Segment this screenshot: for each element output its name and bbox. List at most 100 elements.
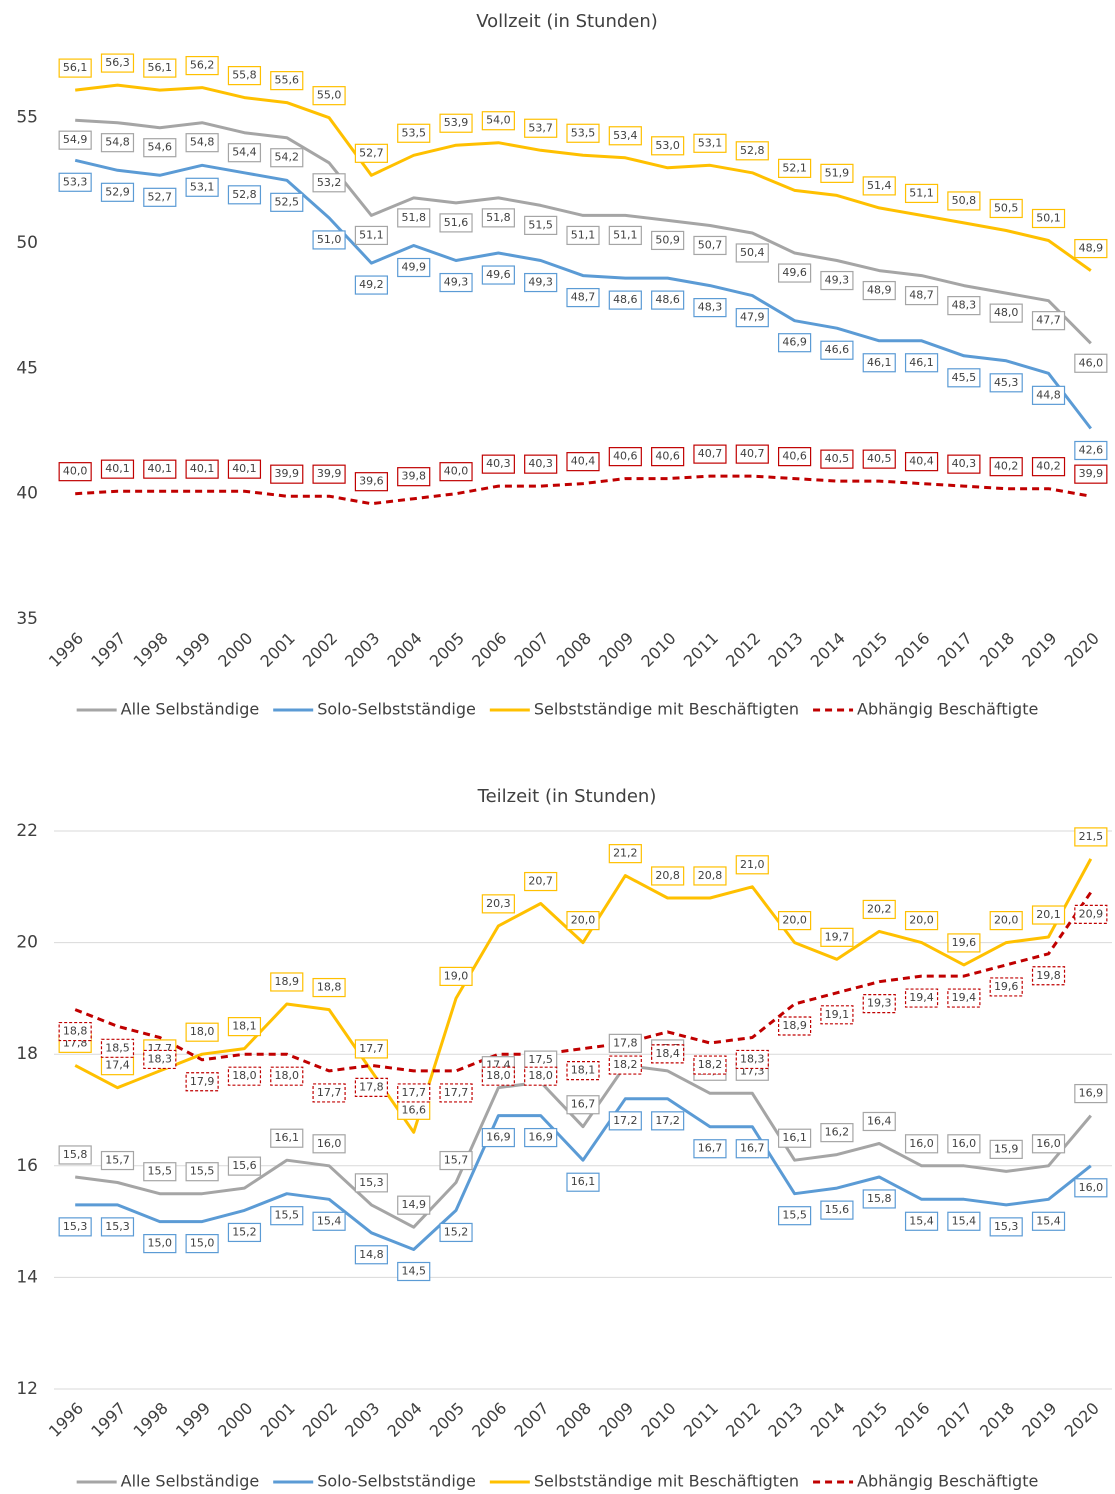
x-tick-label: 1999 <box>172 1399 214 1441</box>
x-tick-label: 2004 <box>384 1399 426 1441</box>
data-label-box <box>143 459 177 479</box>
x-tick-label: 2015 <box>849 629 891 671</box>
data-label: 16,0 <box>952 1137 977 1150</box>
x-tick-label: 2007 <box>510 629 552 671</box>
data-label-box <box>312 1083 346 1103</box>
data-label: 46,1 <box>867 356 892 369</box>
data-label-box <box>100 459 135 479</box>
data-label-box <box>651 290 685 310</box>
data-label: 18,1 <box>571 1064 596 1077</box>
data-label: 51,8 <box>486 211 511 224</box>
data-label: 53,2 <box>317 176 342 189</box>
series-line <box>74 891 1093 1073</box>
x-tick-label: 2002 <box>299 1399 341 1441</box>
data-label-box <box>100 1217 135 1237</box>
data-label: 18,5 <box>105 1041 130 1054</box>
data-label-box <box>481 454 515 474</box>
data-label-box <box>143 58 177 78</box>
data-label-box <box>1031 208 1066 229</box>
data-label: 15,9 <box>994 1142 1019 1155</box>
data-label: 56,3 <box>105 56 130 69</box>
legend-label: Selbstständige mit Beschäftigten <box>534 700 799 719</box>
data-label-box <box>735 855 769 875</box>
data-label: 51,1 <box>359 228 384 241</box>
data-label-box <box>904 353 939 373</box>
data-label-box <box>862 994 896 1014</box>
data-label: 53,1 <box>698 136 723 149</box>
data-label-box <box>608 1111 642 1131</box>
legend-label: Alle Selbständige <box>121 1472 260 1491</box>
legend: Alle Selbständige Solo-Selbstständige Selb… <box>76 1472 1038 1491</box>
data-label-box <box>397 123 431 143</box>
data-label-box <box>947 454 981 474</box>
data-label: 21,0 <box>740 858 765 871</box>
data-label-box <box>58 462 92 482</box>
data-label: 16,9 <box>486 1131 511 1144</box>
data-label: 50,9 <box>655 233 680 246</box>
data-label: 48,6 <box>613 293 638 306</box>
x-tick-label: 2003 <box>341 1399 383 1441</box>
data-label: 20,0 <box>909 914 934 927</box>
data-label: 15,6 <box>825 1203 850 1216</box>
data-label-box <box>566 225 600 246</box>
data-label-box <box>185 1072 219 1092</box>
data-label: 48,3 <box>698 301 723 314</box>
data-label: 20,0 <box>571 914 596 927</box>
data-label: 50,4 <box>740 246 765 259</box>
data-label: 16,7 <box>571 1098 596 1111</box>
data-label: 46,6 <box>825 343 850 356</box>
x-tick-label: 1997 <box>87 1399 129 1441</box>
data-label-box <box>608 447 642 467</box>
data-label-box <box>524 454 558 474</box>
data-label: 55,6 <box>275 74 300 87</box>
data-label: 18,0 <box>528 1069 553 1082</box>
data-label-box <box>651 136 685 156</box>
data-label-box <box>1074 238 1108 259</box>
x-tick-label: 2000 <box>214 629 256 671</box>
data-label: 54,2 <box>275 151 300 164</box>
data-label: 19,6 <box>952 936 977 949</box>
data-label: 19,4 <box>952 991 977 1004</box>
data-label-box <box>397 1083 431 1103</box>
data-label: 16,4 <box>867 1114 892 1127</box>
data-label: 40,1 <box>190 462 215 475</box>
data-label: 16,2 <box>825 1126 850 1139</box>
data-label: 15,5 <box>148 1165 173 1178</box>
data-label: 51,5 <box>528 218 553 231</box>
data-label-box <box>904 183 939 204</box>
y-tick-label: 50 <box>16 233 38 253</box>
y-tick-label: 40 <box>16 484 38 504</box>
data-label: 51,0 <box>317 233 342 246</box>
data-label: 46,9 <box>782 336 807 349</box>
legend-label: Solo-Selbstständige <box>317 1472 476 1491</box>
data-label-box <box>651 1111 685 1131</box>
data-label-box <box>58 172 92 192</box>
data-label-box <box>904 1134 939 1154</box>
data-label: 16,0 <box>1079 1181 1104 1194</box>
data-label-box <box>354 1039 388 1059</box>
data-label-box <box>777 1128 812 1148</box>
data-label-box <box>185 55 219 76</box>
data-label-box <box>947 1134 981 1154</box>
data-label: 40,6 <box>655 450 680 463</box>
data-label-box <box>820 340 854 360</box>
data-label: 16,9 <box>528 1131 553 1144</box>
data-label: 15,4 <box>317 1214 342 1227</box>
data-label-box <box>693 235 727 256</box>
x-tick-label: 2005 <box>426 1399 468 1441</box>
data-label-box <box>1031 311 1066 331</box>
data-label: 15,7 <box>444 1154 469 1167</box>
data-label-box <box>1031 905 1066 925</box>
data-label-box <box>439 213 473 233</box>
data-label: 20,0 <box>994 914 1019 927</box>
data-label: 45,3 <box>994 376 1019 389</box>
data-label: 56,1 <box>148 61 173 74</box>
data-label-box <box>651 1044 685 1064</box>
x-tick-label: 2006 <box>468 629 510 671</box>
data-label: 20,2 <box>867 902 892 915</box>
data-label: 48,6 <box>655 293 680 306</box>
data-label: 19,8 <box>1036 969 1061 982</box>
x-tick-label: 2006 <box>468 1399 510 1441</box>
y-tick-label: 45 <box>16 358 38 378</box>
data-label-box <box>227 459 262 479</box>
